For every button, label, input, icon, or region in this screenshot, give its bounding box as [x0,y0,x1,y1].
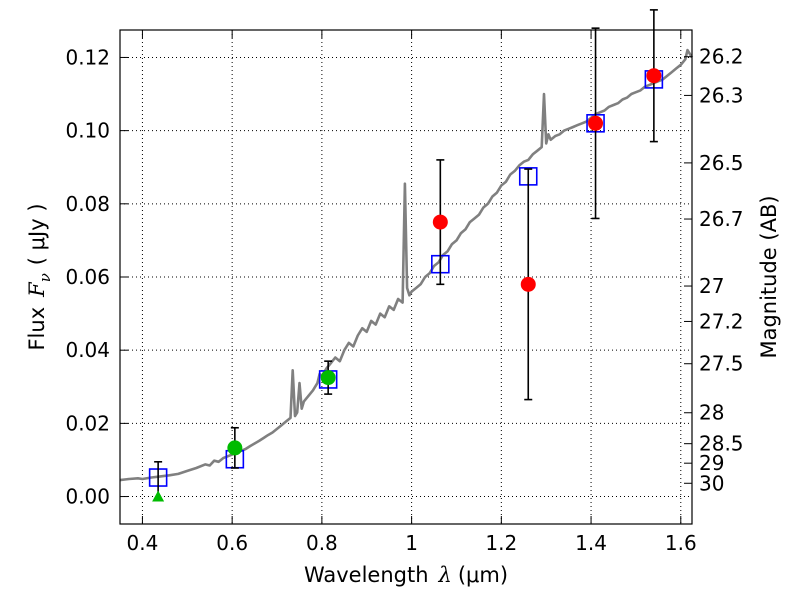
y-tick-label: 0.02 [65,411,110,435]
y-tick-label: 0.00 [65,485,110,509]
y-tick-label: 0.06 [65,265,110,289]
upper-limit-marker [152,490,165,502]
y2-tick-label: 26.7 [699,207,744,231]
y2-tick-label: 26.5 [699,151,744,175]
photometry-point [520,276,536,292]
x-tick-label: 0.8 [306,531,338,555]
data-layer [119,9,694,502]
x-tick-label: 1.2 [485,531,517,555]
y2-tick-label: 27 [699,274,724,298]
y2-tick-label: 28 [699,401,724,425]
y2-tick-label: 28.5 [699,432,744,456]
y-tick-label: 0.10 [65,119,110,143]
photometry-point [588,115,604,131]
y2-axis-label: Magnitude (AB) [757,195,781,358]
y2-tick-label: 26.3 [699,83,744,107]
x-axis-label: Wavelength λ (μm) [304,563,508,587]
photometry-point [432,214,448,230]
spectrum-line [119,48,694,482]
series-ground-detections [227,360,336,469]
photometry-point [320,370,336,386]
photometry-point [646,68,662,84]
tick-marks: 0.4 0.6 0.8 1 1.2 1.4 1.6 0.00 0.02 0.04 0.06 0.08 0… [65,30,744,555]
y2-tick-label: 27.2 [699,309,744,333]
y2-tick-label: 29 [699,451,724,475]
y2-tick-label: 27.5 [699,352,744,376]
x-tick-label: 1.4 [575,531,607,555]
y-axis-label: FluxFν( μJy ) [25,203,54,350]
series-hst-detections [432,9,662,401]
x-tick-label: 1.6 [665,531,697,555]
y-tick-label: 0.04 [65,338,110,362]
y2-tick-label: 30 [699,471,724,495]
y-tick-label: 0.12 [65,45,110,69]
y2-tick-label: 26.2 [699,45,744,69]
y-tick-label: 0.08 [65,192,110,216]
x-tick-label: 1 [405,531,418,555]
x-tick-label: 0.6 [216,531,248,555]
series-model-spectrum [119,48,694,482]
photometry-point [227,440,243,456]
series-upper-limit [152,460,165,502]
x-tick-label: 0.4 [127,531,159,555]
